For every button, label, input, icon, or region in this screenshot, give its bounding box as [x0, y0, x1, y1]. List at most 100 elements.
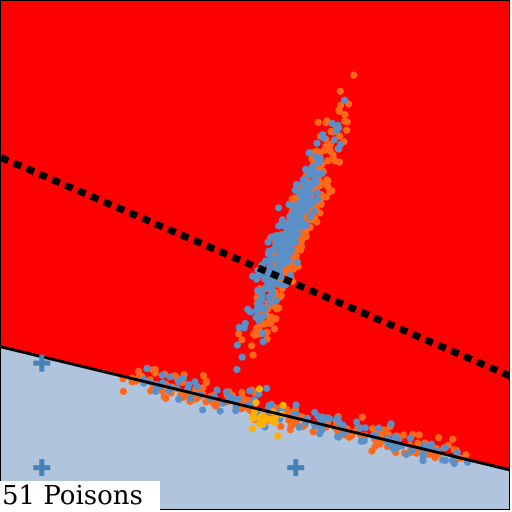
data-point: [337, 88, 344, 95]
data-point: [258, 294, 265, 301]
data-point: [442, 457, 449, 464]
data-point: [331, 136, 338, 143]
data-point: [252, 314, 259, 321]
data-point: [256, 385, 263, 392]
data-point: [166, 373, 173, 380]
data-point: [143, 365, 150, 372]
data-point: [334, 433, 341, 440]
data-point: [191, 378, 198, 385]
data-point: [315, 119, 322, 126]
data-point: [247, 308, 254, 315]
data-point: [217, 408, 224, 415]
data-point: [250, 413, 257, 420]
data-point: [228, 394, 235, 401]
data-point: [335, 107, 342, 114]
data-point: [271, 325, 278, 332]
data-point: [287, 239, 294, 246]
data-point: [323, 193, 330, 200]
data-point: [335, 124, 342, 131]
data-point: [313, 140, 320, 147]
poison-count-label: 51 Poisons: [0, 481, 160, 512]
data-point: [248, 342, 255, 349]
data-point: [288, 219, 295, 226]
data-point: [280, 402, 287, 409]
data-point: [314, 196, 321, 203]
data-point: [312, 153, 319, 160]
data-point: [284, 248, 291, 255]
data-point: [235, 396, 242, 403]
data-point: [253, 307, 260, 314]
data-point: [303, 207, 310, 214]
data-point: [307, 190, 314, 197]
data-point: [298, 237, 305, 244]
data-point: [203, 379, 210, 386]
data-point: [270, 246, 277, 253]
data-point: [262, 284, 269, 291]
data-point: [258, 417, 265, 424]
data-point: [313, 172, 320, 179]
data-point: [334, 414, 341, 421]
data-point: [296, 424, 303, 431]
data-point: [234, 342, 241, 349]
data-point: [285, 256, 292, 263]
data-point: [324, 157, 331, 164]
data-point: [242, 320, 249, 327]
data-point: [175, 378, 182, 385]
data-point: [266, 317, 273, 324]
data-point: [252, 399, 259, 406]
data-point: [239, 354, 246, 361]
data-point: [275, 204, 282, 211]
data-point: [268, 233, 275, 240]
data-point: [350, 72, 357, 79]
data-point: [295, 219, 302, 226]
data-point: [152, 370, 159, 377]
data-point: [277, 423, 284, 430]
data-point: [187, 395, 194, 402]
data-point: [324, 178, 331, 185]
data-point: [359, 414, 366, 421]
data-point: [272, 415, 279, 422]
data-point: [361, 437, 368, 444]
data-point: [185, 381, 192, 388]
data-point: [300, 179, 307, 186]
data-point: [267, 262, 274, 269]
data-point: [416, 431, 423, 438]
data-point: [442, 444, 449, 451]
data-point: [306, 149, 313, 156]
data-point: [263, 385, 270, 392]
data-point: [120, 388, 127, 395]
data-point: [320, 134, 327, 141]
data-point: [337, 141, 344, 148]
data-point: [213, 386, 220, 393]
data-point: [259, 330, 266, 337]
data-point: [428, 441, 435, 448]
data-point: [435, 434, 442, 441]
data-point: [274, 432, 281, 439]
data-point: [293, 211, 300, 218]
data-point: [267, 300, 274, 307]
data-point: [372, 443, 379, 450]
data-point: [454, 449, 461, 456]
data-point: [292, 231, 299, 238]
data-point: [400, 432, 407, 439]
data-point: [159, 372, 166, 379]
data-point: [249, 425, 256, 432]
data-point: [254, 287, 261, 294]
data-point: [343, 127, 350, 134]
data-point: [199, 406, 206, 413]
data-point: [294, 259, 301, 266]
data-point: [293, 401, 300, 408]
data-point: [285, 201, 292, 208]
data-point: [273, 255, 280, 262]
data-point: [232, 407, 239, 414]
data-point: [388, 420, 395, 427]
data-point: [278, 244, 285, 251]
data-point: [246, 387, 253, 394]
data-point: [341, 111, 348, 118]
data-point: [341, 97, 348, 104]
data-point: [375, 424, 382, 431]
data-point: [161, 393, 168, 400]
data-point: [235, 330, 242, 337]
